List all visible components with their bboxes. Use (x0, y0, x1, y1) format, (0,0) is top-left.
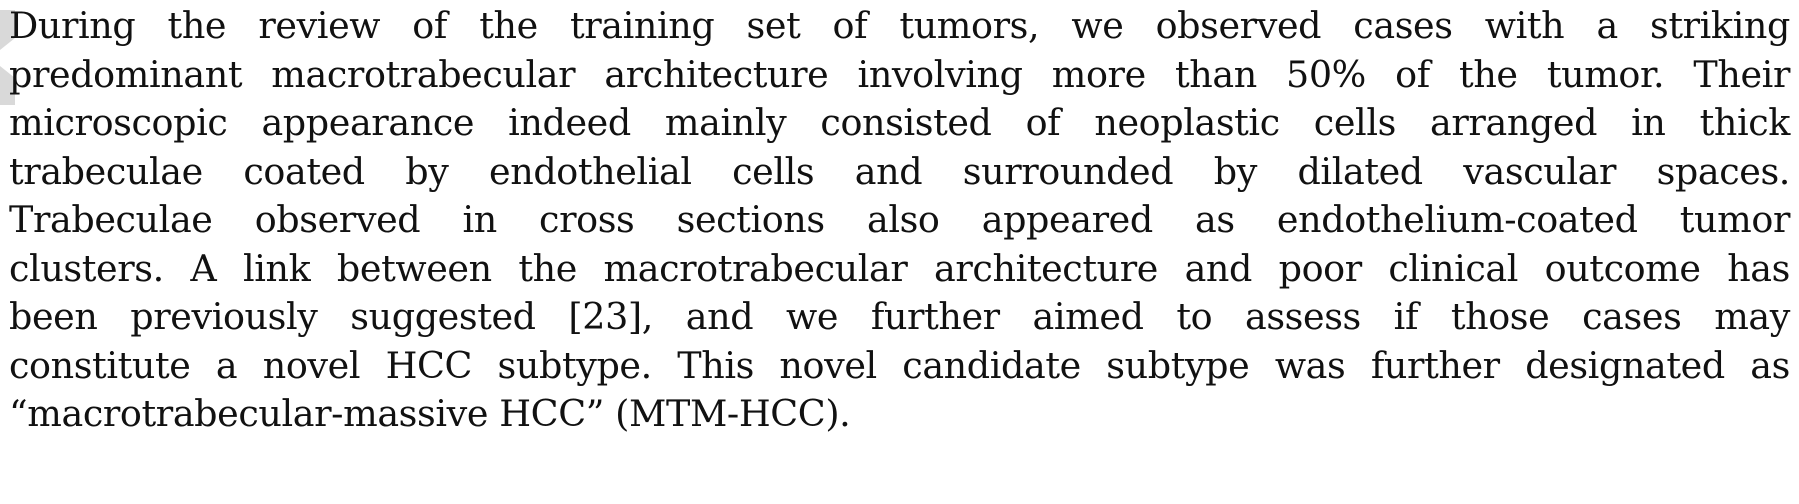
text-line: During the review of the training set of… (9, 4, 1790, 47)
text-line: trabeculae coated by endothelial cells a… (9, 149, 1790, 193)
text-line: constitute a novel HCC subtype. This nov… (9, 343, 1790, 387)
text-line: “macrotrabecular-massive HCC” (MTM-HCC). (9, 392, 851, 435)
text-line: clusters. A link between the macrotrabec… (9, 246, 1790, 290)
body-paragraph: During the review of the training set of… (9, 2, 1790, 439)
text-line: been previously suggested [23], and we f… (9, 295, 1790, 338)
text-line: Trabeculae observed in cross sections al… (9, 198, 1790, 241)
document-body: During the review of the training set of… (9, 2, 1790, 439)
text-line: predominant macrotrabecular architecture… (9, 52, 1790, 96)
text-line: microscopic appearance indeed mainly con… (9, 101, 1790, 144)
